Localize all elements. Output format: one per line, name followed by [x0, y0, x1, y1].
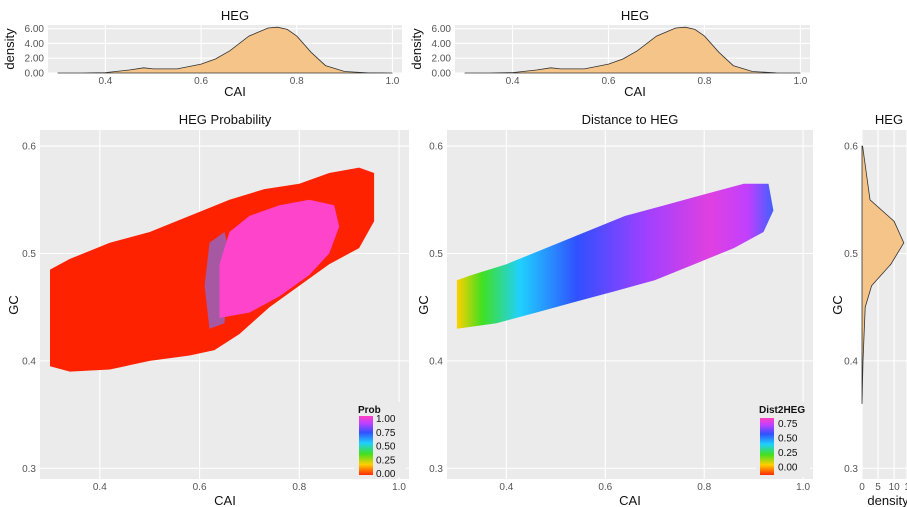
- plot-background: [862, 130, 907, 479]
- x-tick-label: 5: [875, 482, 881, 493]
- x-tick-labels: 0.4 0.6 0.8 1.0: [506, 76, 808, 87]
- x-tick-label: 1.0: [392, 482, 406, 493]
- x-tick-label: 10: [889, 482, 901, 493]
- panel-density-right: HEG 0.3 0.4 0.5 0.6 05 101 density GC: [830, 112, 907, 507]
- x-tick-label: 0.8: [292, 482, 306, 493]
- legend-tick-label: 0.50: [778, 434, 798, 445]
- y-tick-label: 0.5: [22, 249, 36, 260]
- panel-scatter-probability: HEG Probability 0.3 0.4 0.5 0.6 0.4 0.6 0.8 1.…: [6, 112, 409, 507]
- y-tick-label: 6.00: [432, 24, 452, 35]
- y-tick-label: 0.3: [429, 464, 443, 475]
- legend-dist2heg: Dist2HEG 0.75 0.50 0.25 0.00: [756, 402, 810, 477]
- legend-tick-label: 0.75: [778, 419, 798, 430]
- x-tick-label: 0.6: [598, 482, 612, 493]
- gridlines: [40, 130, 409, 479]
- y-tick-label: 4.00: [432, 39, 452, 50]
- chart-title: HEG Probability: [179, 112, 272, 127]
- y-axis-label: GC: [416, 295, 431, 315]
- y-tick-label: 0.4: [22, 356, 36, 367]
- x-tick-label: 1: [904, 482, 907, 493]
- y-tick-label: 0.4: [429, 356, 443, 367]
- density-area: [57, 26, 393, 74]
- y-axis-label: density: [2, 28, 17, 70]
- legend-tick-label: 0.00: [376, 469, 396, 480]
- x-tick-labels: 0.4 0.6 0.8 1.0: [499, 482, 810, 493]
- y-tick-label: 0.00: [25, 69, 45, 80]
- legend-tick-label: 0.25: [376, 455, 396, 466]
- legend-ticks: 1.00 0.75 0.50 0.25 0.00: [376, 414, 396, 480]
- y-axis-label: GC: [830, 295, 845, 315]
- x-tick-labels: 0.4 0.6 0.8 1.0: [93, 482, 407, 493]
- legend-colorbar: [359, 416, 373, 475]
- x-tick-labels: 05 101: [859, 482, 907, 493]
- legend-title: Dist2HEG: [759, 405, 805, 416]
- chart-title: HEG: [875, 112, 903, 127]
- x-tick-label: 0.4: [98, 76, 112, 87]
- legend-tick-label: 1.00: [376, 414, 396, 425]
- scatter-cloud-distance: [456, 183, 774, 329]
- y-tick-label: 0.3: [22, 464, 36, 475]
- x-axis-label: CAI: [619, 493, 641, 507]
- x-tick-labels: 0.4 0.6 0.8 1.0: [98, 76, 399, 87]
- x-tick-label: 0: [859, 482, 865, 493]
- x-tick-label: 0.4: [499, 482, 513, 493]
- scatter-point-clouds: [456, 183, 774, 329]
- legend-prob: Prob 1.00 0.75 0.50 0.25 0.00: [354, 402, 406, 480]
- y-tick-label: 0.5: [429, 249, 443, 260]
- x-axis-label: density: [867, 493, 907, 507]
- y-tick-label: 0.6: [844, 142, 858, 153]
- x-axis-label: CAI: [624, 84, 646, 99]
- x-tick-label: 0.6: [602, 76, 616, 87]
- x-tick-label: 0.8: [697, 482, 711, 493]
- x-tick-label: 0.8: [698, 76, 712, 87]
- chart-title: HEG: [221, 8, 249, 23]
- y-axis-label: density: [409, 28, 424, 70]
- panel-density-top-left: HEG 0.00 2.00 4.00 6.00 0.4 0.6 0.8 1.0 CAI de…: [2, 8, 402, 99]
- density-area: [464, 26, 801, 74]
- x-tick-label: 0.4: [506, 76, 520, 87]
- legend-colorbar: [760, 418, 774, 475]
- y-tick-label: 0.5: [844, 249, 858, 260]
- y-tick-label: 6.00: [25, 24, 45, 35]
- legend-tick-label: 0.25: [778, 448, 798, 459]
- y-tick-label: 0.4: [844, 356, 858, 367]
- scatter-point-clouds: [50, 167, 375, 372]
- legend-title: Prob: [358, 405, 381, 416]
- legend-ticks: 0.75 0.50 0.25 0.00: [778, 419, 798, 474]
- y-tick-label: 0.00: [432, 69, 452, 80]
- x-tick-label: 0.6: [193, 482, 207, 493]
- legend-tick-label: 0.50: [376, 442, 396, 453]
- panel-scatter-distance: Distance to HEG 0.3 0.4 0.5 0.6 0.4 0.6 0.8 1.…: [416, 112, 813, 507]
- y-tick-labels: 0.00 2.00 4.00 6.00: [25, 24, 45, 79]
- x-tick-label: 1.0: [796, 482, 810, 493]
- y-tick-labels: 0.3 0.4 0.5 0.6: [844, 142, 858, 475]
- y-tick-label: 0.3: [844, 464, 858, 475]
- density-area: [861, 145, 905, 404]
- x-axis-label: CAI: [214, 493, 236, 507]
- panel-density-top-middle: HEG 0.00 2.00 4.00 6.00 0.4 0.6 0.8 1.0 CAI de…: [409, 8, 810, 99]
- y-tick-labels: 0.3 0.4 0.5 0.6: [22, 142, 36, 475]
- y-tick-label: 4.00: [25, 39, 45, 50]
- chart-title: HEG: [621, 8, 649, 23]
- scatter-cloud-prob-high: [219, 199, 340, 318]
- y-tick-label: 2.00: [25, 54, 45, 65]
- y-axis-label: GC: [6, 295, 21, 315]
- legend-tick-label: 0.75: [376, 428, 396, 439]
- x-tick-label: 0.6: [194, 76, 208, 87]
- y-tick-label: 0.6: [429, 142, 443, 153]
- y-tick-labels: 0.00 2.00 4.00 6.00: [432, 24, 452, 79]
- y-tick-label: 0.6: [22, 142, 36, 153]
- x-tick-label: 0.8: [290, 76, 304, 87]
- x-tick-label: 1.0: [385, 76, 399, 87]
- y-tick-label: 2.00: [432, 54, 452, 65]
- x-tick-label: 1.0: [793, 76, 807, 87]
- y-tick-labels: 0.3 0.4 0.5 0.6: [429, 142, 443, 475]
- chart-title: Distance to HEG: [582, 112, 679, 127]
- legend-tick-label: 0.00: [778, 463, 798, 474]
- x-axis-label: CAI: [224, 84, 246, 99]
- x-tick-label: 0.4: [93, 482, 107, 493]
